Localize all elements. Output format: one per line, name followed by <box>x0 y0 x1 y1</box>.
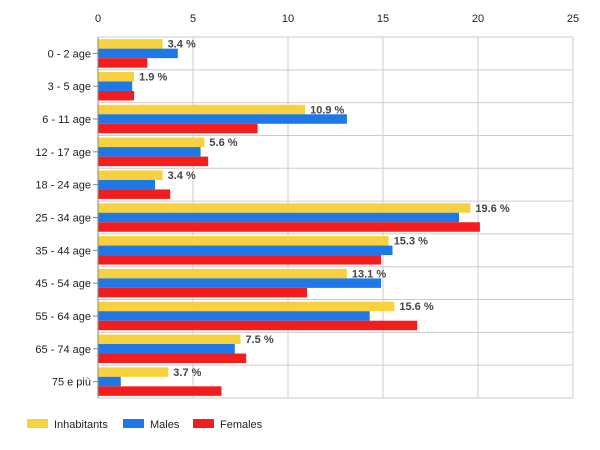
bar-females-7[interactable] <box>98 287 307 298</box>
bar-males-7[interactable] <box>98 278 382 288</box>
legend-swatch-females <box>193 419 214 428</box>
bar-males-3[interactable] <box>98 147 201 157</box>
category-label: 18 - 24 age <box>35 180 91 192</box>
data-label: 3.7 % <box>173 367 201 379</box>
data-label: 3.4 % <box>168 170 196 182</box>
bar-females-8[interactable] <box>98 320 418 331</box>
category-label: 55 - 64 age <box>35 311 91 323</box>
category-label: 6 - 11 age <box>42 114 91 126</box>
bar-inhabitants-5[interactable] <box>98 203 471 213</box>
legend-label-females: Females <box>220 419 263 431</box>
bar-males-10[interactable] <box>98 376 121 387</box>
data-label: 3.4 % <box>168 39 196 51</box>
data-label: 15.3 % <box>394 236 428 248</box>
bar-inhabitants-1[interactable] <box>98 71 135 82</box>
legend-label-males: Males <box>150 419 180 431</box>
bar-inhabitants-6[interactable] <box>98 236 389 246</box>
bar-females-1[interactable] <box>98 90 135 101</box>
bar-inhabitants-9[interactable] <box>98 334 241 345</box>
bar-males-5[interactable] <box>98 212 459 223</box>
data-label: 15.6 % <box>399 301 433 313</box>
bar-females-6[interactable] <box>98 255 382 265</box>
bar-inhabitants-0[interactable] <box>98 39 163 49</box>
legend-label-inhabitants: Inhabitants <box>54 419 108 431</box>
bar-females-0[interactable] <box>98 58 148 68</box>
x-tick-label: 5 <box>190 13 196 25</box>
bar-males-1[interactable] <box>98 81 133 91</box>
x-tick-label: 10 <box>282 13 294 25</box>
category-label: 25 - 34 age <box>35 213 91 225</box>
bar-inhabitants-4[interactable] <box>98 170 163 180</box>
data-label: 1.9 % <box>139 71 167 83</box>
bar-males-8[interactable] <box>98 311 370 321</box>
bar-females-2[interactable] <box>98 123 258 134</box>
category-label: 75 e più <box>52 377 91 389</box>
bar-females-3[interactable] <box>98 156 209 167</box>
bar-inhabitants-2[interactable] <box>98 104 306 115</box>
bar-males-6[interactable] <box>98 245 393 256</box>
category-label: 12 - 17 age <box>35 147 91 159</box>
legend-swatch-inhabitants <box>27 419 48 428</box>
bar-females-4[interactable] <box>98 189 171 199</box>
data-label: 5.6 % <box>209 137 237 149</box>
category-label: 65 - 74 age <box>35 344 91 356</box>
category-label: 3 - 5 age <box>48 81 91 93</box>
bar-inhabitants-7[interactable] <box>98 268 347 279</box>
bar-inhabitants-3[interactable] <box>98 137 205 148</box>
data-label: 7.5 % <box>246 334 274 346</box>
category-label: 45 - 54 age <box>35 278 91 290</box>
bar-inhabitants-8[interactable] <box>98 301 395 312</box>
x-tick-label: 15 <box>377 13 389 25</box>
category-label: 35 - 44 age <box>35 245 91 257</box>
bar-females-9[interactable] <box>98 353 247 364</box>
category-label: 0 - 2 age <box>48 48 91 60</box>
x-tick-label: 25 <box>567 13 579 25</box>
data-label: 19.6 % <box>475 203 509 215</box>
bar-males-0[interactable] <box>98 48 178 59</box>
bar-inhabitants-10[interactable] <box>98 367 169 377</box>
x-tick-label: 20 <box>472 13 484 25</box>
bar-males-9[interactable] <box>98 344 235 354</box>
data-label: 13.1 % <box>352 268 386 280</box>
bar-females-10[interactable] <box>98 386 222 396</box>
x-tick-label: 0 <box>95 13 101 25</box>
bar-males-2[interactable] <box>98 114 347 124</box>
legend-swatch-males <box>123 419 144 428</box>
bar-males-4[interactable] <box>98 179 155 190</box>
bar-females-5[interactable] <box>98 222 480 232</box>
data-label: 10.9 % <box>310 104 344 116</box>
